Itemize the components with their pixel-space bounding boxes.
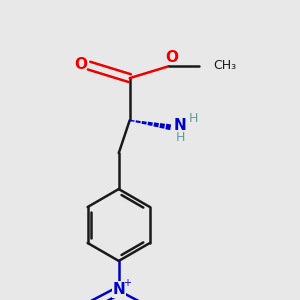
Text: CH₃: CH₃: [213, 59, 237, 72]
Text: O: O: [165, 50, 178, 65]
Text: O: O: [74, 57, 87, 72]
Text: H: H: [176, 131, 185, 144]
Text: N: N: [112, 282, 125, 297]
Text: H: H: [188, 112, 198, 124]
Text: ⁻: ⁻: [71, 298, 77, 300]
Text: +: +: [123, 278, 130, 288]
Text: N: N: [173, 118, 186, 134]
